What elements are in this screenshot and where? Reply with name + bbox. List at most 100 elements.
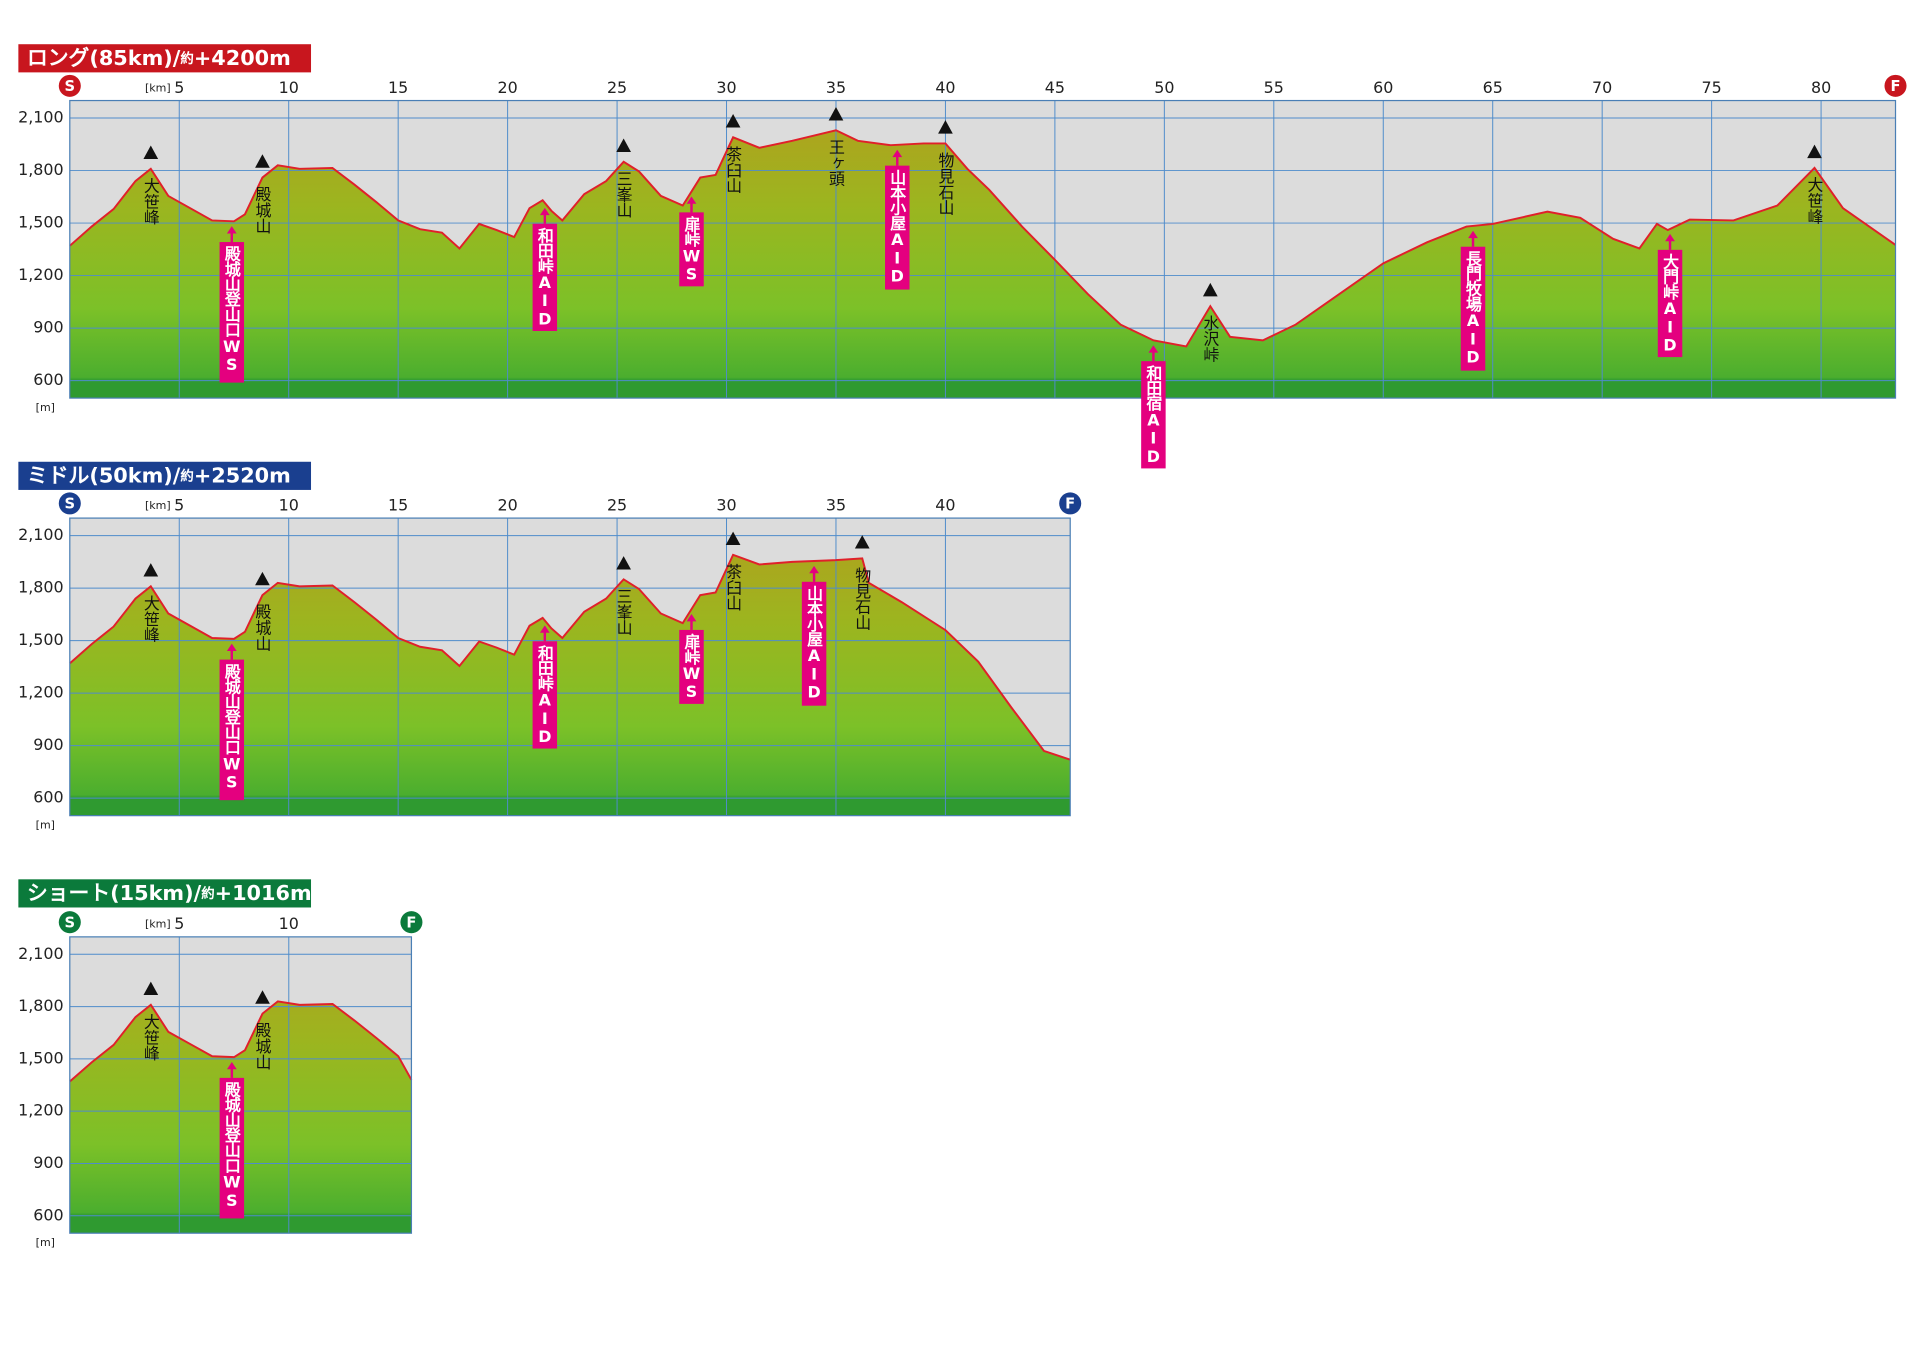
aid-box <box>1460 246 1486 371</box>
course-marker-label: F <box>1890 78 1900 95</box>
peak-label: 大笹峰 <box>1805 176 1824 224</box>
x-tick-label: 35 <box>826 495 846 514</box>
y-tick-label: 2,100 <box>18 525 64 544</box>
x-tick-label: 5 <box>174 495 184 514</box>
peak-label: 茶臼山 <box>724 563 743 611</box>
y-unit: [m] <box>36 818 55 831</box>
peak-marker <box>255 990 270 1004</box>
course-marker <box>1059 492 1082 515</box>
title-value: +2520m <box>194 463 291 487</box>
peak-marker <box>616 138 631 153</box>
x-tick-label: 50 <box>1154 78 1174 97</box>
x-tick-label: 70 <box>1592 78 1612 97</box>
elevation-line <box>69 1000 413 1083</box>
y-tick-label: 1,500 <box>18 630 64 649</box>
title-note: 約 <box>201 885 214 902</box>
title-badge <box>18 461 312 490</box>
x-unit: [km] <box>145 81 171 94</box>
x-tick-label: 35 <box>826 78 846 97</box>
x-tick-label: 40 <box>935 78 955 97</box>
peak-marker <box>255 571 270 586</box>
aid-box <box>1141 361 1166 469</box>
peak-label: 物見石山 <box>853 567 872 631</box>
y-tick-label: 1,200 <box>18 265 64 284</box>
aid-arrow-head <box>1468 230 1478 239</box>
course-marker <box>58 911 81 934</box>
peak-label: 三峯山 <box>614 170 633 218</box>
aid-box <box>219 242 245 383</box>
peak-marker <box>725 114 741 128</box>
y-unit: [m] <box>36 1236 55 1249</box>
aid-arrow-head <box>226 643 237 652</box>
plot-frame <box>69 517 1071 817</box>
peak-label: 三峯山 <box>614 588 633 636</box>
aid-box <box>885 165 910 290</box>
y-tick-label: 2,100 <box>18 108 64 127</box>
aid-label: 大門峠AID <box>1661 253 1680 354</box>
x-tick-label: 15 <box>388 495 408 514</box>
x-tick-label: 45 <box>1045 78 1065 97</box>
y-tick-label: 600 <box>33 788 63 807</box>
title-main: ミドル(50km)/ <box>27 463 181 487</box>
peak-marker <box>1807 144 1822 159</box>
course-marker-label: S <box>64 914 75 931</box>
x-tick-label: 10 <box>279 78 299 97</box>
title-main: ロング(85km)/ <box>27 46 181 70</box>
peak-marker <box>143 981 159 996</box>
peak-label: 茶臼山 <box>724 146 743 194</box>
peak-marker <box>828 107 844 121</box>
title-note: 約 <box>180 467 193 484</box>
aid-box <box>532 641 558 749</box>
x-tick-label: 5 <box>174 914 184 933</box>
course-marker <box>1884 74 1907 97</box>
aid-box <box>679 629 704 704</box>
plot-frame <box>69 936 413 1234</box>
peak-label: 王ヶ頭 <box>826 139 845 187</box>
elevation-area <box>69 130 1896 399</box>
peak-label: 大笹峰 <box>141 1013 160 1061</box>
aid-box <box>219 659 245 801</box>
x-tick-label: 20 <box>497 78 517 97</box>
y-unit: [m] <box>36 401 55 414</box>
chart-title: ロング(85km)/約+4200m <box>27 46 291 70</box>
aid-label: 山本小屋AID <box>805 585 824 701</box>
aid-box <box>1657 249 1683 358</box>
y-tick-label: 900 <box>33 318 63 337</box>
peak-marker <box>1202 282 1218 297</box>
y-tick-label: 1,200 <box>18 683 64 702</box>
peak-label: 大笹峰 <box>141 595 160 643</box>
aid-arrow-head <box>539 625 550 633</box>
y-tick-label: 1,800 <box>18 996 64 1015</box>
peak-label: 大笹峰 <box>141 177 160 225</box>
y-tick-label: 1,800 <box>18 578 64 597</box>
aid-arrow-head <box>226 226 237 234</box>
x-tick-label: 20 <box>497 495 517 514</box>
peak-label: 水沢峠 <box>1201 315 1220 363</box>
x-tick-label: 10 <box>279 914 299 933</box>
aid-label: 殿城山登山口WS <box>222 1082 241 1210</box>
chart-title: ミドル(50km)/約+2520m <box>27 463 291 487</box>
aid-label: 扉峠WS <box>682 215 701 283</box>
peak-marker <box>725 531 741 546</box>
peak-marker <box>938 120 953 134</box>
aid-arrow-head <box>226 1061 237 1070</box>
y-tick-label: 1,200 <box>18 1101 64 1120</box>
aid-box <box>801 581 827 706</box>
aid-arrow-head <box>686 196 697 204</box>
peak-label: 殿城山 <box>253 604 272 652</box>
peak-marker <box>255 154 270 168</box>
title-badge <box>18 879 312 908</box>
aid-label: 山本小屋AID <box>888 169 907 284</box>
aid-label: 殿城山登山口WS <box>222 663 241 791</box>
x-tick-label: 80 <box>1811 78 1831 97</box>
x-unit: [km] <box>145 918 171 931</box>
y-tick-label: 600 <box>33 1205 63 1224</box>
peak-marker <box>143 145 159 160</box>
y-tick-label: 1,500 <box>18 1048 64 1067</box>
x-tick-label: 25 <box>607 495 627 514</box>
x-tick-label: 55 <box>1264 78 1284 97</box>
peak-label: 物見石山 <box>936 152 955 216</box>
x-tick-label: 5 <box>174 78 184 97</box>
